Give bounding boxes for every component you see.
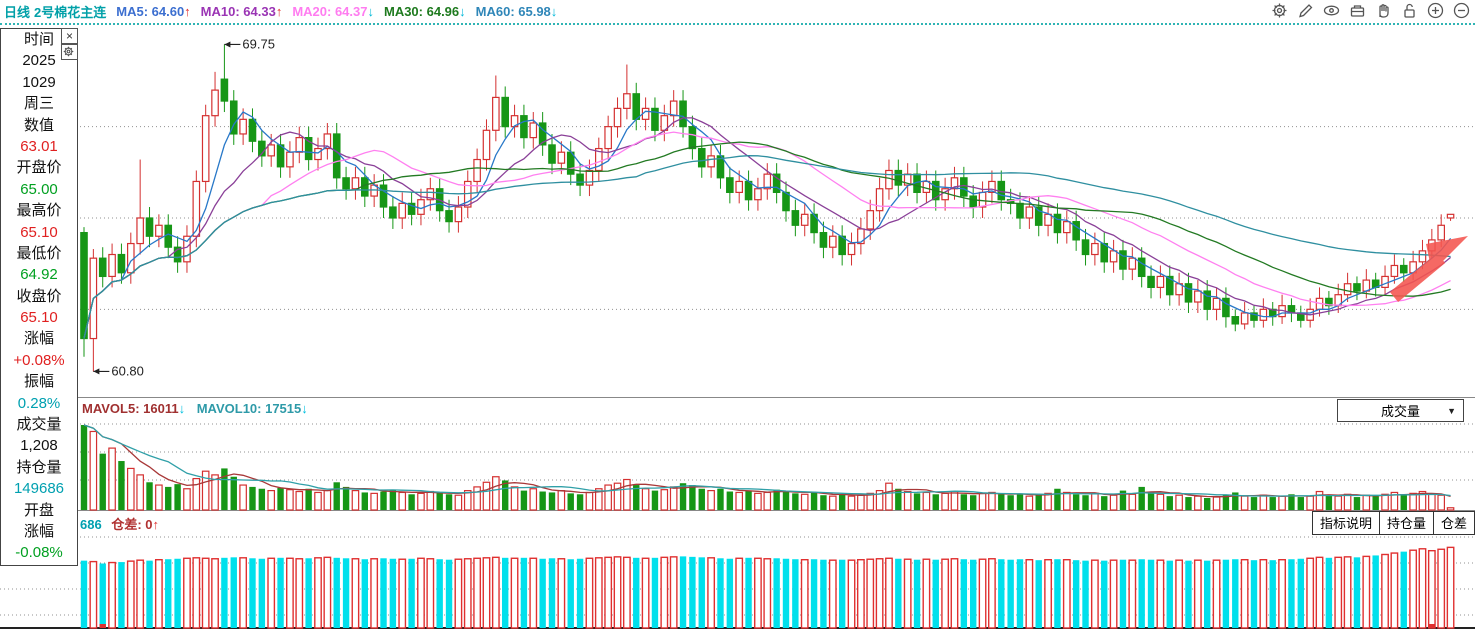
- info-row: +0.08%: [13, 351, 65, 369]
- info-row: 最高价: [16, 202, 62, 220]
- info-row: 65.10: [20, 223, 58, 241]
- info-row: 2025: [22, 52, 56, 70]
- info-row: 0.28%: [17, 394, 61, 412]
- hand-icon[interactable]: [1374, 1, 1393, 20]
- info-row: 涨幅: [23, 522, 54, 540]
- info-row: 时间: [23, 31, 54, 48]
- info-row: -0.08%: [15, 544, 63, 562]
- oi-diff-label: 仓差: 0: [111, 517, 153, 532]
- eye-icon[interactable]: [1322, 1, 1341, 20]
- ma-label: MA5: 64.60↑: [116, 4, 191, 19]
- indicator-dropdown[interactable]: 成交量 ▼: [1337, 399, 1464, 422]
- indicator-button-1[interactable]: 指标说明: [1311, 511, 1380, 535]
- lock-icon[interactable]: [1400, 1, 1419, 20]
- trend-arrow-icon: ↑: [184, 4, 191, 19]
- quote-info-panel: × 时间 2025 1029 周三数值 63.01 开盘价 65.00 最高价 65.10 最低价…: [0, 28, 78, 566]
- gear-icon[interactable]: [61, 44, 78, 60]
- trend-arrow-icon: ↑: [275, 4, 283, 19]
- ma-label: MA60: 65.98↓: [475, 4, 558, 19]
- info-row: 周三: [23, 95, 54, 113]
- period-label[interactable]: 日线: [4, 5, 31, 20]
- trend-arrow-icon: ↓: [459, 4, 466, 19]
- chart-header: 日线 2号棉花主连 MA5: 64.60↑ MA10: 64.33↑ MA20: 6…: [0, 0, 1475, 25]
- chevron-down-icon: ▼: [1447, 406, 1456, 416]
- info-row: 63.01: [20, 137, 58, 155]
- mavol5-arrow-icon: ↓: [178, 401, 186, 416]
- info-row: 65.00: [20, 180, 58, 198]
- info-row: 收盘价: [16, 287, 62, 305]
- indicator-buttons: 指标说明 持仓量 仓差: [1311, 511, 1475, 535]
- indicator-button-2[interactable]: 持仓量: [1378, 511, 1434, 535]
- chart-toolbar: [1270, 1, 1471, 20]
- info-row: 涨幅: [23, 330, 54, 348]
- oi-legend: 686 仓差: 0↑: [80, 514, 159, 533]
- oi-diff-arrow-icon: ↑: [152, 517, 160, 532]
- mavol10-label: MAVOL10: 17515: [196, 401, 302, 416]
- info-row: 数值: [23, 116, 54, 134]
- info-row: 1,208: [20, 437, 58, 455]
- mavol10-arrow-icon: ↓: [301, 401, 308, 416]
- info-row: 65.10: [20, 309, 58, 327]
- info-row: 149686: [13, 480, 65, 498]
- info-row: 最低价: [16, 244, 62, 262]
- trend-arrow-annotation: [1389, 236, 1468, 303]
- ma-legend: MA5: 64.60↑ MA10: 64.33↑ MA20: 64.37↓ MA30:…: [106, 4, 557, 19]
- trend-arrow-icon: ↓: [550, 4, 558, 19]
- ma-label: MA30: 64.96↓: [383, 4, 466, 19]
- trend-arrow-icon: ↓: [367, 4, 374, 19]
- close-icon[interactable]: ×: [61, 28, 78, 44]
- price-annotation: 69.75: [242, 36, 275, 51]
- info-row: 开盘价: [16, 159, 62, 177]
- indicator-dropdown-value: 成交量: [1380, 404, 1420, 419]
- info-row: 振幅: [23, 373, 54, 391]
- mavol-legend: MAVOL5: 16011↓ MAVOL10: 17515↓: [82, 401, 308, 416]
- ma-label: MA20: 64.37↓: [292, 4, 374, 19]
- box-icon[interactable]: [1348, 1, 1367, 20]
- info-row: 1029: [22, 73, 56, 91]
- gear-icon[interactable]: [1270, 1, 1289, 20]
- zoom-in-icon[interactable]: [1426, 1, 1445, 20]
- price-annotation: 60.80: [111, 363, 144, 378]
- pen-icon[interactable]: [1296, 1, 1315, 20]
- info-row: 64.92: [20, 266, 58, 284]
- zoom-out-icon[interactable]: [1452, 1, 1471, 20]
- info-row: 开盘: [23, 501, 54, 519]
- mavol5-label: MAVOL5: 16011: [82, 401, 179, 416]
- oi-partial-value: 686: [80, 517, 102, 532]
- quote-info-rows: 时间 2025 1029 周三数值 63.01 开盘价 65.00 最高价 65.10 最低价 64…: [1, 29, 77, 564]
- indicator-button-3[interactable]: 仓差: [1432, 511, 1475, 535]
- info-row: 持仓量: [16, 458, 62, 476]
- ma-label: MA10: 64.33↑: [200, 4, 283, 19]
- info-row: 成交量: [16, 416, 62, 434]
- symbol-label[interactable]: 2号棉花主连: [34, 5, 107, 20]
